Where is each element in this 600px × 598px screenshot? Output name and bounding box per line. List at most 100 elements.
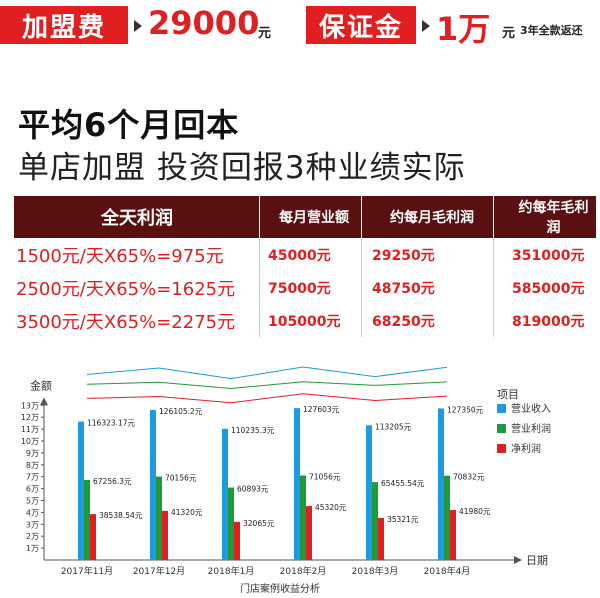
y-tick-label: 12万	[21, 413, 39, 422]
data-label: 35321元	[387, 515, 419, 524]
bar-营业收入	[438, 408, 444, 560]
franchise-fee-label: 加盟费	[0, 6, 128, 44]
refund-note: 3年全款返还	[520, 24, 583, 37]
bar-营业收入	[78, 421, 84, 560]
data-label: 32065元	[243, 519, 275, 528]
trend-line-营业利润	[86, 381, 448, 390]
investment-return-table: 全天利润 每月营业额 约每月毛利润 约每年毛利润 1500元/天X65%=975…	[14, 196, 596, 337]
bar-营业利润	[372, 482, 378, 560]
data-label: 71056元	[309, 472, 341, 481]
y-tick-label: 9万	[26, 449, 39, 458]
table-cell: 3500元/天X65%=2275元	[16, 311, 236, 333]
y-tick-label: 2万	[26, 532, 39, 541]
arrow-right-icon	[134, 20, 142, 32]
data-label: 70156元	[165, 474, 197, 483]
table-cell: 1500元/天X65%=975元	[16, 245, 224, 267]
table-header: 约每月毛利润	[361, 196, 494, 238]
table-cell: 29250元	[361, 238, 494, 271]
table-row: 3500元/天X65%=2275元 105000元 68250元 819000元	[14, 304, 596, 337]
bar-净利润	[306, 506, 312, 560]
y-tick-label: 13万	[21, 401, 39, 410]
y-tick-label: 8万	[26, 461, 39, 470]
data-label: 41980元	[459, 507, 491, 516]
table-header: 约每年毛利润	[493, 196, 596, 238]
table-cell: 819000元	[493, 304, 596, 337]
x-tick-label: 2018年1月	[208, 565, 255, 577]
data-label: 127603元	[303, 405, 340, 414]
bar-营业收入	[366, 425, 372, 560]
bar-营业收入	[222, 428, 228, 560]
data-label: 110235.3元	[231, 426, 275, 435]
legend-title: 项目	[497, 388, 519, 401]
table-header: 每月营业额	[259, 196, 362, 238]
y-axis-arrow	[40, 397, 48, 406]
data-label: 116323.17元	[87, 419, 136, 428]
chart-title: 门店案例收益分析	[240, 582, 320, 595]
bar-净利润	[90, 514, 96, 560]
data-label: 127350元	[447, 405, 484, 414]
y-tick-label: 4万	[26, 508, 39, 517]
data-label: 70832元	[453, 473, 485, 482]
bar-营业利润	[156, 476, 162, 560]
y-tick-label: 7万	[26, 473, 39, 482]
bar-净利润	[450, 510, 456, 560]
deposit-value: 1万	[436, 10, 491, 48]
trend-line-营业收入	[86, 366, 448, 380]
table-cell: 68250元	[361, 304, 494, 337]
table-row: 2500元/天X65%=1625元 75000元 48750元 585000元	[14, 271, 596, 304]
table-cell: 2500元/天X65%=1625元	[16, 278, 236, 300]
x-tick-label: 2018年2月	[280, 565, 327, 577]
data-label: 45320元	[315, 503, 347, 512]
data-label: 126105.2元	[159, 407, 203, 416]
y-tick-label: 11万	[21, 425, 39, 434]
table-header-row: 全天利润 每月营业额 约每月毛利润 约每年毛利润	[14, 196, 596, 238]
fee-banner: 加盟费 29000 元 保证金 1万 元 3年全款返还	[0, 0, 600, 50]
x-tick-label: 2017年12月	[133, 565, 185, 577]
table-cell: 585000元	[493, 271, 596, 304]
x-tick-label: 2017年11月	[61, 565, 113, 577]
table-header: 全天利润	[14, 196, 260, 238]
arrow-right-icon	[422, 20, 430, 32]
bar-营业利润	[444, 475, 450, 560]
data-label: 67256.3元	[93, 477, 132, 486]
deposit-label: 保证金	[306, 6, 416, 44]
table-cell: 45000元	[259, 238, 362, 271]
bar-营业利润	[300, 475, 306, 560]
y-tick-label: 3万	[26, 520, 39, 529]
legend-swatch	[497, 444, 506, 453]
headline-title: 平均6个月回本	[18, 106, 240, 144]
bar-营业收入	[294, 408, 300, 560]
franchise-fee-unit: 元	[258, 26, 272, 41]
bar-净利润	[234, 521, 240, 560]
table-cell: 351000元	[493, 238, 596, 271]
x-tick-label: 2018年3月	[352, 565, 399, 577]
headline-subtitle: 单店加盟 投资回报3种业绩实际	[18, 150, 466, 186]
table-cell: 75000元	[259, 271, 362, 304]
legend-swatch	[497, 404, 506, 413]
bar-净利润	[378, 517, 384, 560]
y-axis-label: 金额	[30, 378, 52, 392]
table-cell: 105000元	[259, 304, 362, 337]
data-label: 41320元	[171, 508, 203, 517]
legend-entry: 净利润	[511, 442, 541, 455]
bar-净利润	[162, 510, 168, 560]
bar-营业利润	[228, 487, 234, 560]
data-label: 60893元	[237, 485, 269, 494]
y-tick-label: 6万	[26, 485, 39, 494]
legend-swatch	[497, 424, 506, 433]
legend-entry: 营业利润	[511, 422, 551, 435]
y-tick-label: 10万	[21, 437, 39, 446]
legend-entry: 营业收入	[511, 402, 551, 415]
y-tick-label: 5万	[26, 497, 39, 506]
table-row: 1500元/天X65%=975元 45000元 29250元 351000元	[14, 238, 596, 271]
bar-营业利润	[84, 479, 90, 560]
data-label: 65455.54元	[381, 479, 425, 488]
data-label: 113205元	[375, 422, 412, 431]
bar-营业收入	[150, 409, 156, 560]
x-tick-label: 2018年4月	[424, 565, 471, 577]
data-label: 38538.54元	[99, 511, 143, 520]
x-axis-label: 日期	[526, 554, 548, 567]
deposit-unit: 元	[502, 26, 516, 41]
y-tick-label: 1万	[26, 544, 39, 553]
trend-line-净利润	[86, 393, 448, 404]
